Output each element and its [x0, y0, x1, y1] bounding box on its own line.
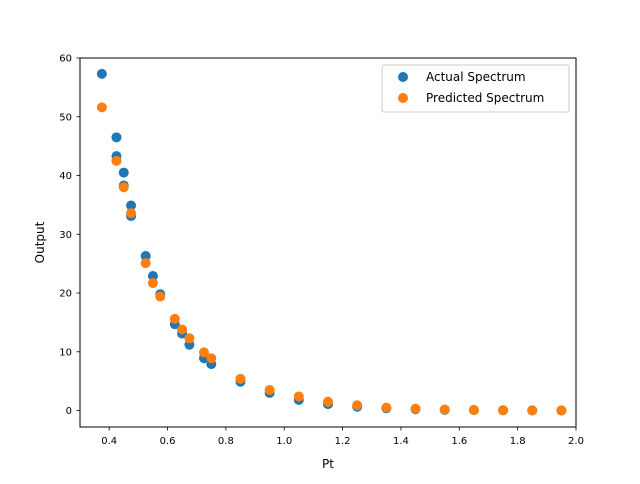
y-axis-ticks: 0 10 20 30 40 50 60: [59, 54, 80, 417]
x-tick-label: 1.8: [510, 436, 526, 447]
point-actual-spectrum-7: [140, 251, 151, 262]
point-actual-spectrum-0: [96, 68, 107, 79]
data-points-layer: [96, 68, 567, 416]
legend-marker-actual-spectrum: [398, 72, 408, 82]
y-axis-label: Output: [33, 221, 47, 263]
x-tick-label: 1.4: [393, 436, 409, 447]
y-tick-label: 50: [59, 112, 72, 123]
point-predicted-spectrum-2: [118, 182, 129, 193]
x-tick-label: 2.0: [568, 436, 584, 447]
point-predicted-spectrum-20: [468, 404, 479, 415]
x-tick-label: 1.0: [276, 436, 292, 447]
y-tick-label: 40: [59, 171, 72, 182]
x-axis-label: Pt: [322, 457, 334, 471]
legend-marker-predicted-spectrum: [398, 93, 408, 103]
y-tick-label: 30: [59, 230, 72, 241]
point-actual-spectrum-8: [147, 270, 158, 281]
point-predicted-spectrum-11: [206, 353, 217, 364]
legend-label-actual-spectrum: Actual Spectrum: [426, 70, 526, 84]
point-predicted-spectrum-1: [111, 155, 122, 166]
point-predicted-spectrum-0: [96, 102, 107, 113]
point-predicted-spectrum-13: [264, 384, 275, 395]
x-tick-label: 1.2: [335, 436, 351, 447]
y-tick-label: 20: [59, 289, 72, 300]
point-predicted-spectrum-18: [410, 403, 421, 414]
plot-area: [80, 58, 576, 427]
y-tick-label: 0: [66, 406, 72, 417]
x-axis-ticks: 0.4 0.6 0.8 1.0 1.2 1.4 1.6 1.8 2.0: [101, 427, 584, 447]
point-actual-spectrum-1: [111, 132, 122, 143]
point-predicted-spectrum-6: [155, 291, 166, 302]
point-predicted-spectrum-9: [184, 333, 195, 344]
point-predicted-spectrum-7: [169, 313, 180, 324]
point-predicted-spectrum-16: [352, 400, 363, 411]
point-predicted-spectrum-3: [126, 208, 137, 219]
point-predicted-spectrum-21: [498, 405, 509, 416]
x-tick-label: 0.8: [218, 436, 234, 447]
point-predicted-spectrum-4: [140, 258, 151, 269]
y-tick-label: 10: [59, 347, 72, 358]
x-tick-label: 1.6: [451, 436, 467, 447]
point-predicted-spectrum-23: [556, 405, 567, 416]
x-tick-label: 0.6: [160, 436, 176, 447]
legend-label-predicted-spectrum: Predicted Spectrum: [426, 91, 544, 105]
plot-frame: [79, 57, 577, 428]
point-predicted-spectrum-19: [439, 404, 450, 415]
point-actual-spectrum-5: [126, 200, 137, 211]
x-tick-label: 0.4: [101, 436, 117, 447]
point-predicted-spectrum-15: [323, 396, 333, 407]
point-predicted-spectrum-12: [235, 373, 246, 384]
point-predicted-spectrum-8: [177, 324, 188, 335]
legend: Actual Spectrum Predicted Spectrum: [381, 64, 570, 113]
point-predicted-spectrum-10: [199, 347, 209, 358]
point-predicted-spectrum-5: [147, 278, 158, 289]
point-predicted-spectrum-22: [527, 405, 538, 416]
y-tick-label: 60: [59, 54, 72, 65]
point-predicted-spectrum-14: [293, 391, 304, 402]
legend-frame: [381, 64, 570, 113]
point-actual-spectrum-3: [118, 167, 129, 178]
point-predicted-spectrum-17: [381, 402, 392, 413]
